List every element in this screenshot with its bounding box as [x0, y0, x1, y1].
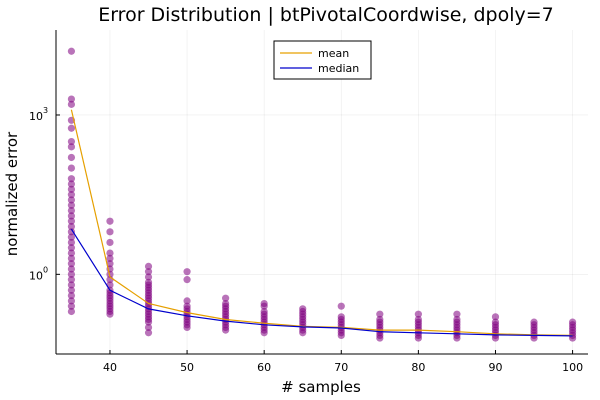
data-point — [67, 124, 76, 132]
data-point — [67, 260, 76, 268]
data-point — [67, 233, 76, 241]
data-point — [67, 143, 76, 151]
series-line-mean — [70, 109, 573, 336]
data-point — [144, 318, 153, 326]
legend-mean-label: mean — [318, 47, 349, 60]
data-point — [260, 302, 268, 310]
series-line-median — [70, 228, 573, 337]
y-tick-exponent: 3 — [43, 106, 48, 115]
data-point — [67, 196, 76, 204]
legend-box — [273, 40, 372, 80]
data-point — [222, 326, 230, 334]
data-point — [491, 313, 500, 321]
data-point — [67, 286, 76, 294]
grid — [56, 30, 588, 354]
data-point — [491, 334, 500, 342]
x-tick-label: 70 — [334, 361, 348, 374]
data-point — [530, 334, 538, 342]
x-axis-ticks: 40 50 60 70 80 90 100 — [103, 350, 583, 374]
chart-title: Error Distribution | btPivotalCoordwise,… — [98, 4, 554, 26]
x-tick-label: 100 — [562, 361, 583, 374]
data-point — [67, 222, 76, 231]
y-tick-exponent: 0 — [43, 265, 48, 274]
data-point — [222, 294, 230, 302]
data-point — [67, 238, 76, 247]
data-point — [67, 244, 76, 252]
data-point — [183, 323, 191, 332]
data-point — [67, 100, 76, 108]
x-tick-label: 60 — [257, 361, 271, 374]
data-point — [414, 334, 422, 342]
data-point — [67, 281, 76, 289]
x-tick-label: 40 — [103, 361, 117, 374]
data-point — [453, 334, 461, 342]
data-point — [67, 175, 76, 183]
data-point — [299, 329, 307, 337]
data-point — [67, 164, 76, 172]
data-point — [144, 329, 153, 337]
x-tick-label: 80 — [411, 361, 425, 374]
x-tick-label: 90 — [488, 361, 502, 374]
data-point — [183, 297, 191, 305]
data-point — [67, 206, 76, 215]
y-tick-label: 10 — [29, 110, 43, 123]
data-point — [260, 329, 268, 337]
data-point — [453, 310, 461, 318]
data-point — [67, 153, 76, 162]
data-point — [67, 228, 76, 236]
data-point — [67, 254, 76, 262]
data-point — [106, 249, 114, 257]
data-point — [106, 238, 114, 247]
scatter-points — [67, 47, 577, 342]
data-point — [67, 291, 76, 300]
data-point — [67, 302, 76, 310]
data-point — [67, 270, 76, 278]
y-tick-label: 10 — [29, 269, 43, 282]
data-point — [67, 217, 76, 225]
data-point — [67, 265, 76, 273]
x-tick-label: 50 — [180, 361, 194, 374]
data-point — [183, 276, 191, 284]
data-point — [67, 47, 76, 55]
data-point — [67, 180, 76, 188]
data-point — [67, 95, 76, 103]
legend-median-label: median — [318, 62, 359, 75]
data-point — [67, 201, 76, 209]
data-point — [67, 307, 76, 316]
data-point — [144, 273, 153, 281]
y-axis-label: normalized error — [3, 131, 21, 256]
data-point — [337, 302, 345, 310]
series-lines — [70, 109, 573, 337]
data-point — [106, 228, 114, 236]
data-point — [67, 137, 76, 146]
data-point — [106, 260, 114, 268]
data-point — [376, 310, 384, 318]
data-point — [67, 249, 76, 257]
data-point — [67, 185, 76, 193]
legend: mean median — [273, 40, 372, 80]
data-point — [106, 310, 114, 318]
data-point — [144, 323, 153, 332]
data-point — [67, 276, 76, 284]
data-point — [67, 212, 76, 220]
data-point — [106, 254, 114, 262]
data-point — [67, 191, 76, 199]
x-axis-label: # samples — [281, 378, 361, 396]
y-axis-ticks: 10 010 3 — [29, 106, 60, 282]
data-point — [376, 334, 384, 342]
data-point — [144, 268, 153, 276]
data-point — [106, 217, 114, 225]
data-point — [183, 268, 191, 276]
data-point — [414, 310, 422, 318]
plot-frame — [55, 30, 588, 355]
data-point — [144, 262, 153, 270]
data-point — [67, 297, 76, 305]
data-point — [337, 331, 345, 340]
